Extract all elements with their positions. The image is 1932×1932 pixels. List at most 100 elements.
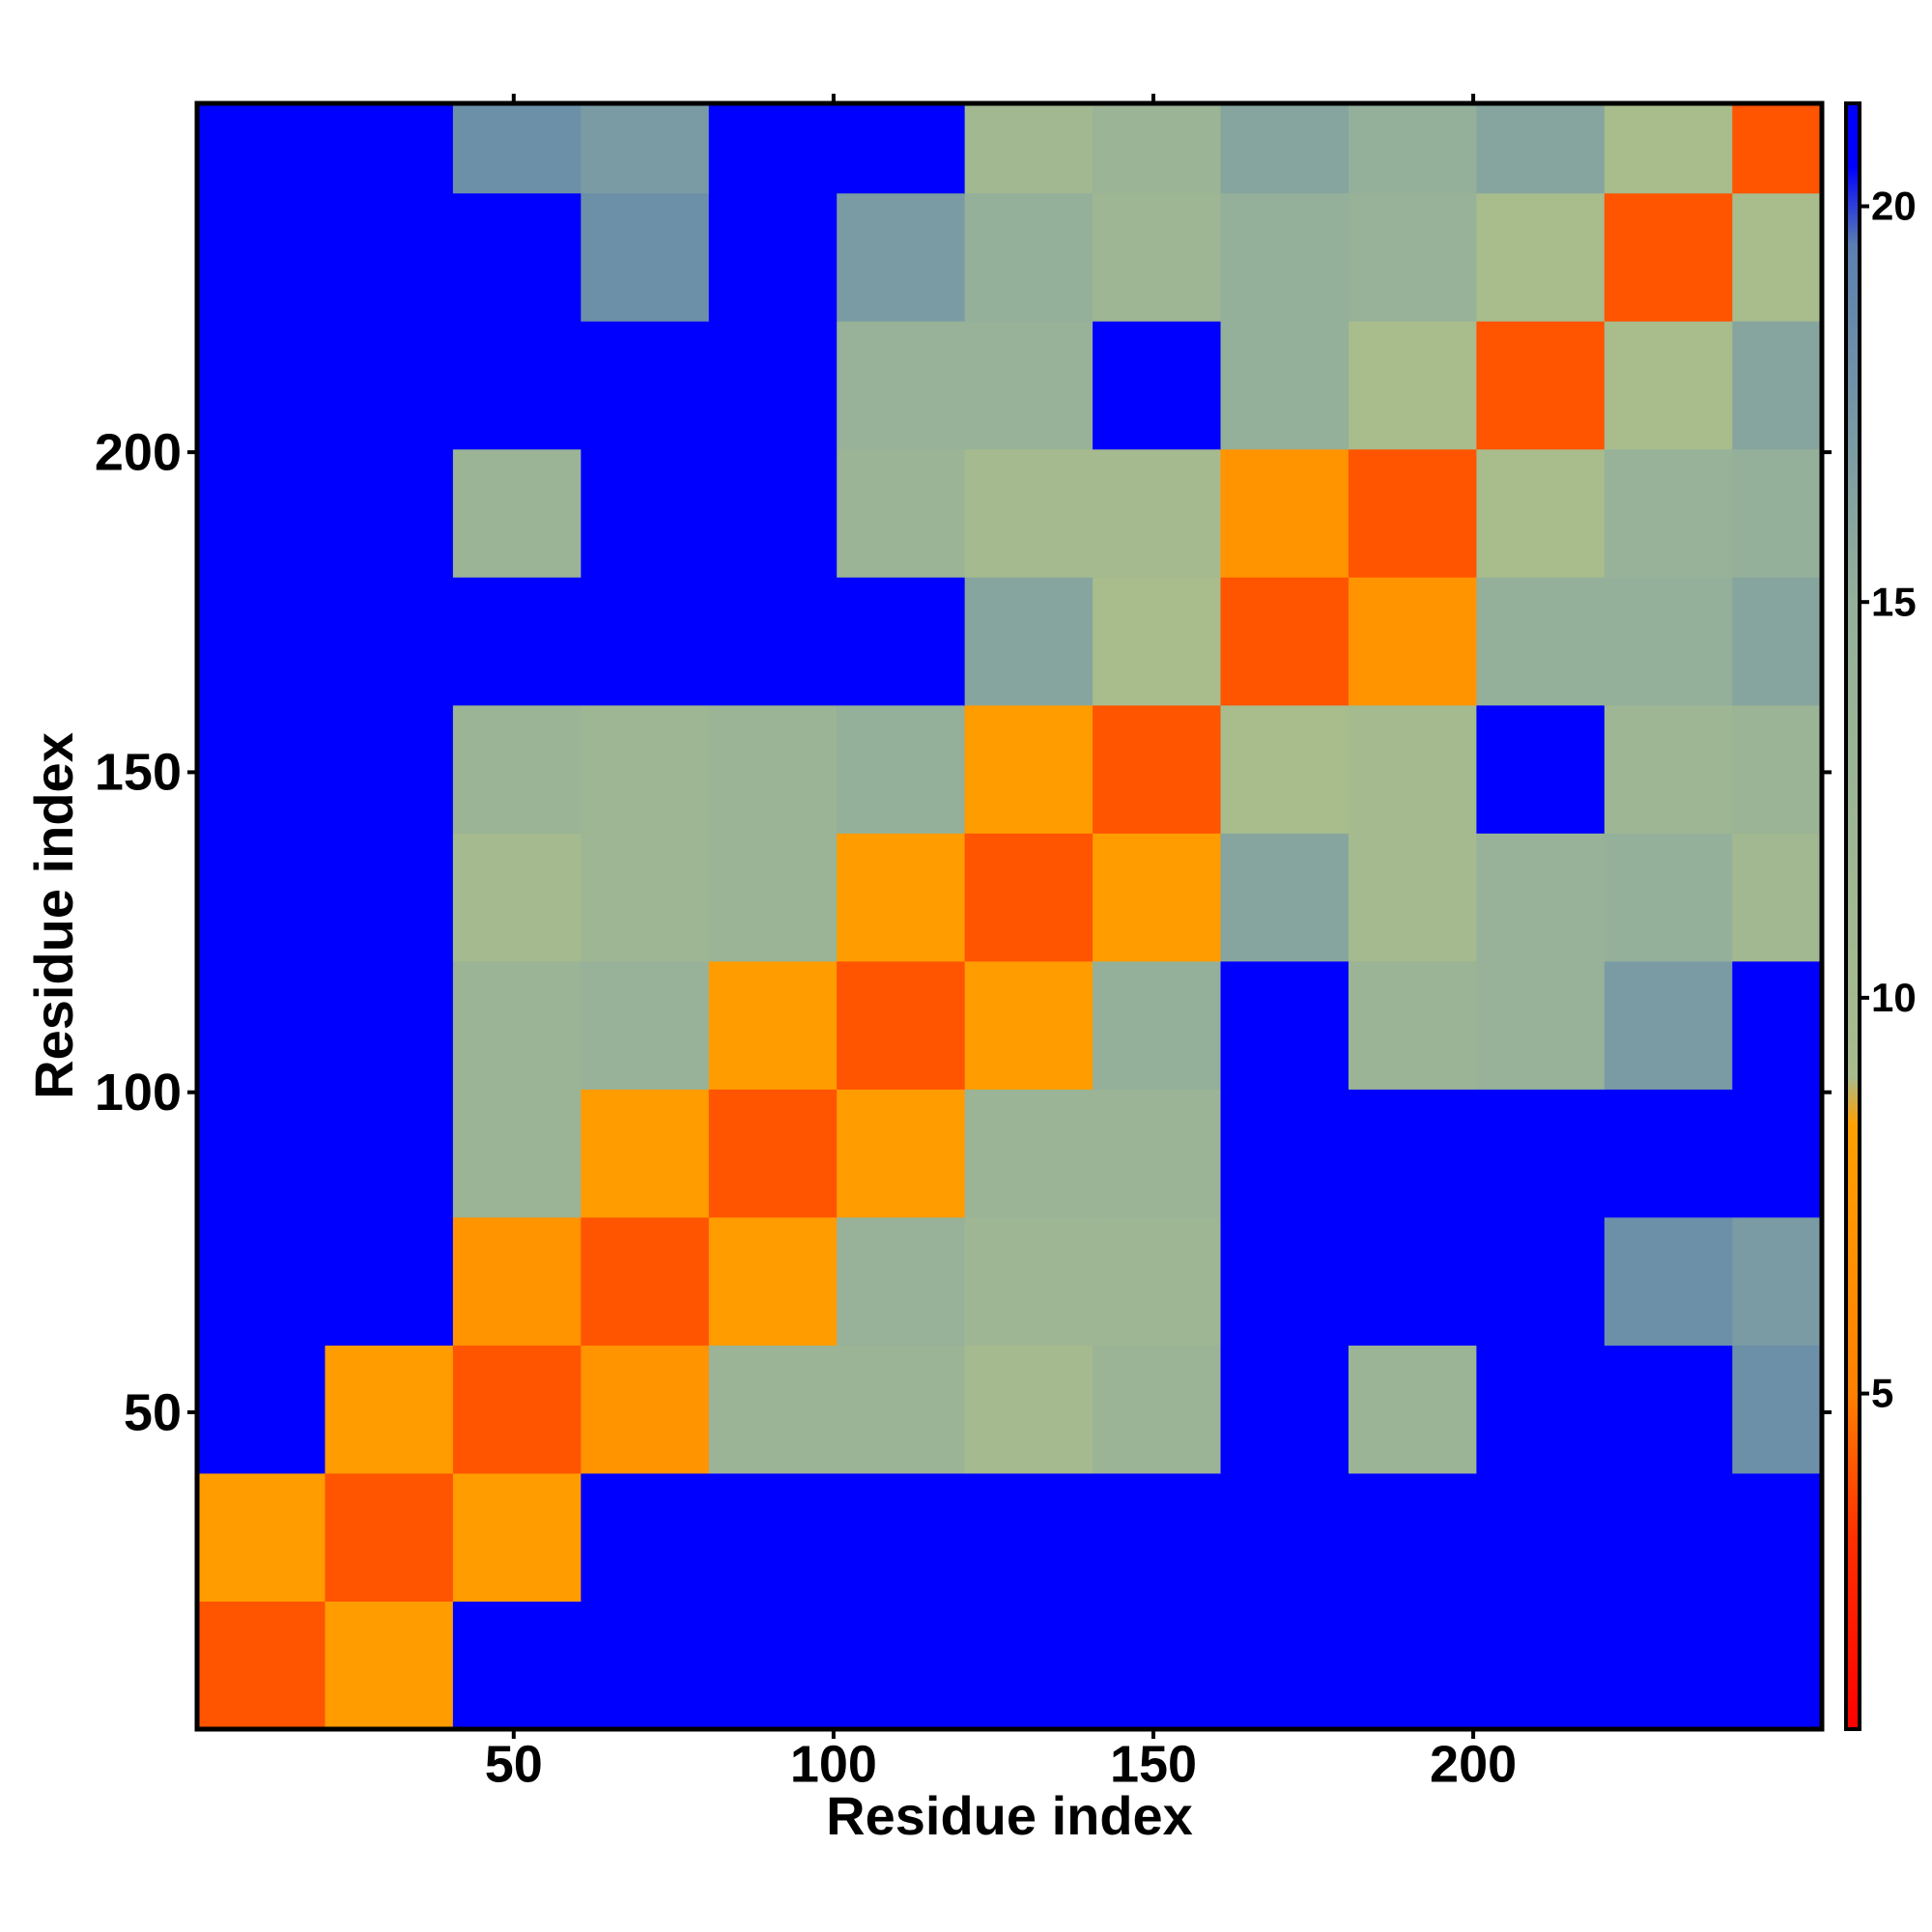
heatmap-cell <box>1476 1216 1605 1346</box>
heatmap-cell <box>581 1216 710 1346</box>
heatmap-cell <box>1093 1601 1222 1730</box>
heatmap-cell <box>708 1472 838 1602</box>
heatmap-cell <box>452 960 582 1090</box>
heatmap-cell <box>708 577 838 706</box>
heatmap-cell <box>1348 1089 1477 1218</box>
heatmap-cell <box>1220 1601 1350 1730</box>
heatmap-cell <box>708 1089 838 1218</box>
heatmap-cell <box>1220 960 1350 1090</box>
colorbar-tick-label: 5 <box>1871 1371 1893 1416</box>
heatmap-cell <box>1476 1345 1605 1474</box>
heatmap-cell <box>964 103 1094 194</box>
heatmap-cell <box>581 192 710 322</box>
heatmap-cell <box>837 448 966 578</box>
heatmap-cell <box>197 1216 326 1346</box>
heatmap-cell <box>964 704 1094 834</box>
heatmap-cell <box>1732 192 1823 322</box>
heatmap-cell <box>1220 1345 1350 1474</box>
heatmap-cell <box>1093 1216 1222 1346</box>
heatmap-cell <box>1604 1216 1733 1346</box>
y-tick-label: 200 <box>95 423 182 481</box>
heatmap-cell <box>1732 1601 1823 1730</box>
heatmap-cell <box>1476 577 1605 706</box>
heatmap-cell <box>1093 577 1222 706</box>
heatmap-cell <box>1604 1345 1733 1474</box>
heatmap-cell <box>1476 1472 1605 1602</box>
heatmap-cell <box>837 833 966 962</box>
heatmap-cell <box>837 1601 966 1730</box>
heatmap-cell <box>1348 103 1477 194</box>
heatmap-cell <box>325 192 454 322</box>
heatmap-cell <box>1732 321 1823 450</box>
heatmap-cell <box>581 833 710 962</box>
heatmap-cell <box>1476 103 1605 194</box>
heatmap-cell <box>452 321 582 450</box>
heatmap-cell <box>197 833 326 962</box>
heatmap-cell <box>581 1345 710 1474</box>
heatmap-cell <box>452 1345 582 1474</box>
heatmap-cell <box>1220 321 1350 450</box>
heatmap-cell <box>1604 960 1733 1090</box>
x-axis-title: Residue index <box>826 1785 1193 1846</box>
y-tick-label: 100 <box>95 1064 182 1122</box>
heatmap-cell <box>1220 1472 1350 1602</box>
heatmap-cell <box>1348 704 1477 834</box>
heatmap-cell <box>1093 704 1222 834</box>
heatmap-cell <box>1093 192 1222 322</box>
heatmap-cell <box>581 321 710 450</box>
colorbar-tick-label: 10 <box>1871 975 1917 1020</box>
heatmap-cell <box>452 577 582 706</box>
heatmap-cell <box>708 448 838 578</box>
heatmap-cell <box>325 833 454 962</box>
heatmap-cell <box>1732 448 1823 578</box>
heatmap-cell <box>1732 1345 1823 1474</box>
heatmap-cell <box>1220 448 1350 578</box>
heatmap-cell <box>964 833 1094 962</box>
heatmap-cell <box>581 1089 710 1218</box>
heatmap-cell <box>964 192 1094 322</box>
heatmap-cell <box>1604 1089 1733 1218</box>
heatmap-cell <box>1476 321 1605 450</box>
heatmap-cell <box>837 1472 966 1602</box>
heatmap-cell <box>1476 833 1605 962</box>
heatmap-cell <box>1348 577 1477 706</box>
heatmap-cell <box>452 1601 582 1730</box>
heatmap-cell <box>1732 833 1823 962</box>
heatmap-cell <box>1348 1216 1477 1346</box>
heatmap-cell <box>1604 1472 1733 1602</box>
heatmap-cell <box>197 321 326 450</box>
heatmap-cell <box>1093 1089 1222 1218</box>
heatmap-cell <box>1604 833 1733 962</box>
heatmap-cell <box>1093 833 1222 962</box>
heatmap-cell <box>452 833 582 962</box>
heatmap-cell <box>708 1345 838 1474</box>
heatmap-cell <box>1093 1472 1222 1602</box>
heatmap-cell <box>1220 1216 1350 1346</box>
heatmap-cell <box>581 577 710 706</box>
heatmap-cell <box>1732 960 1823 1090</box>
heatmap-cell <box>1348 1472 1477 1602</box>
heatmap-cell <box>708 704 838 834</box>
heatmap-cell <box>964 1601 1094 1730</box>
heatmap-cell <box>325 1089 454 1218</box>
heatmap-cell <box>197 192 326 322</box>
heatmap-cell <box>1476 960 1605 1090</box>
heatmap-cell <box>452 448 582 578</box>
heatmap-cell <box>197 1345 326 1474</box>
heatmap-cell <box>197 704 326 834</box>
heatmap-cell <box>1093 960 1222 1090</box>
heatmap-cell <box>837 1216 966 1346</box>
heatmap-cell <box>581 704 710 834</box>
y-axis-title: Residue index <box>23 732 84 1099</box>
heatmap-cell <box>708 833 838 962</box>
heatmap-cell <box>581 448 710 578</box>
heatmap-cell <box>1476 1601 1605 1730</box>
heatmap-cell <box>1093 448 1222 578</box>
heatmap-cell <box>197 1472 326 1602</box>
heatmap-cell <box>452 1472 582 1602</box>
heatmap-cell <box>1220 577 1350 706</box>
heatmap-cell <box>325 103 454 194</box>
heatmap-cell <box>1476 192 1605 322</box>
heatmap-cell <box>964 960 1094 1090</box>
